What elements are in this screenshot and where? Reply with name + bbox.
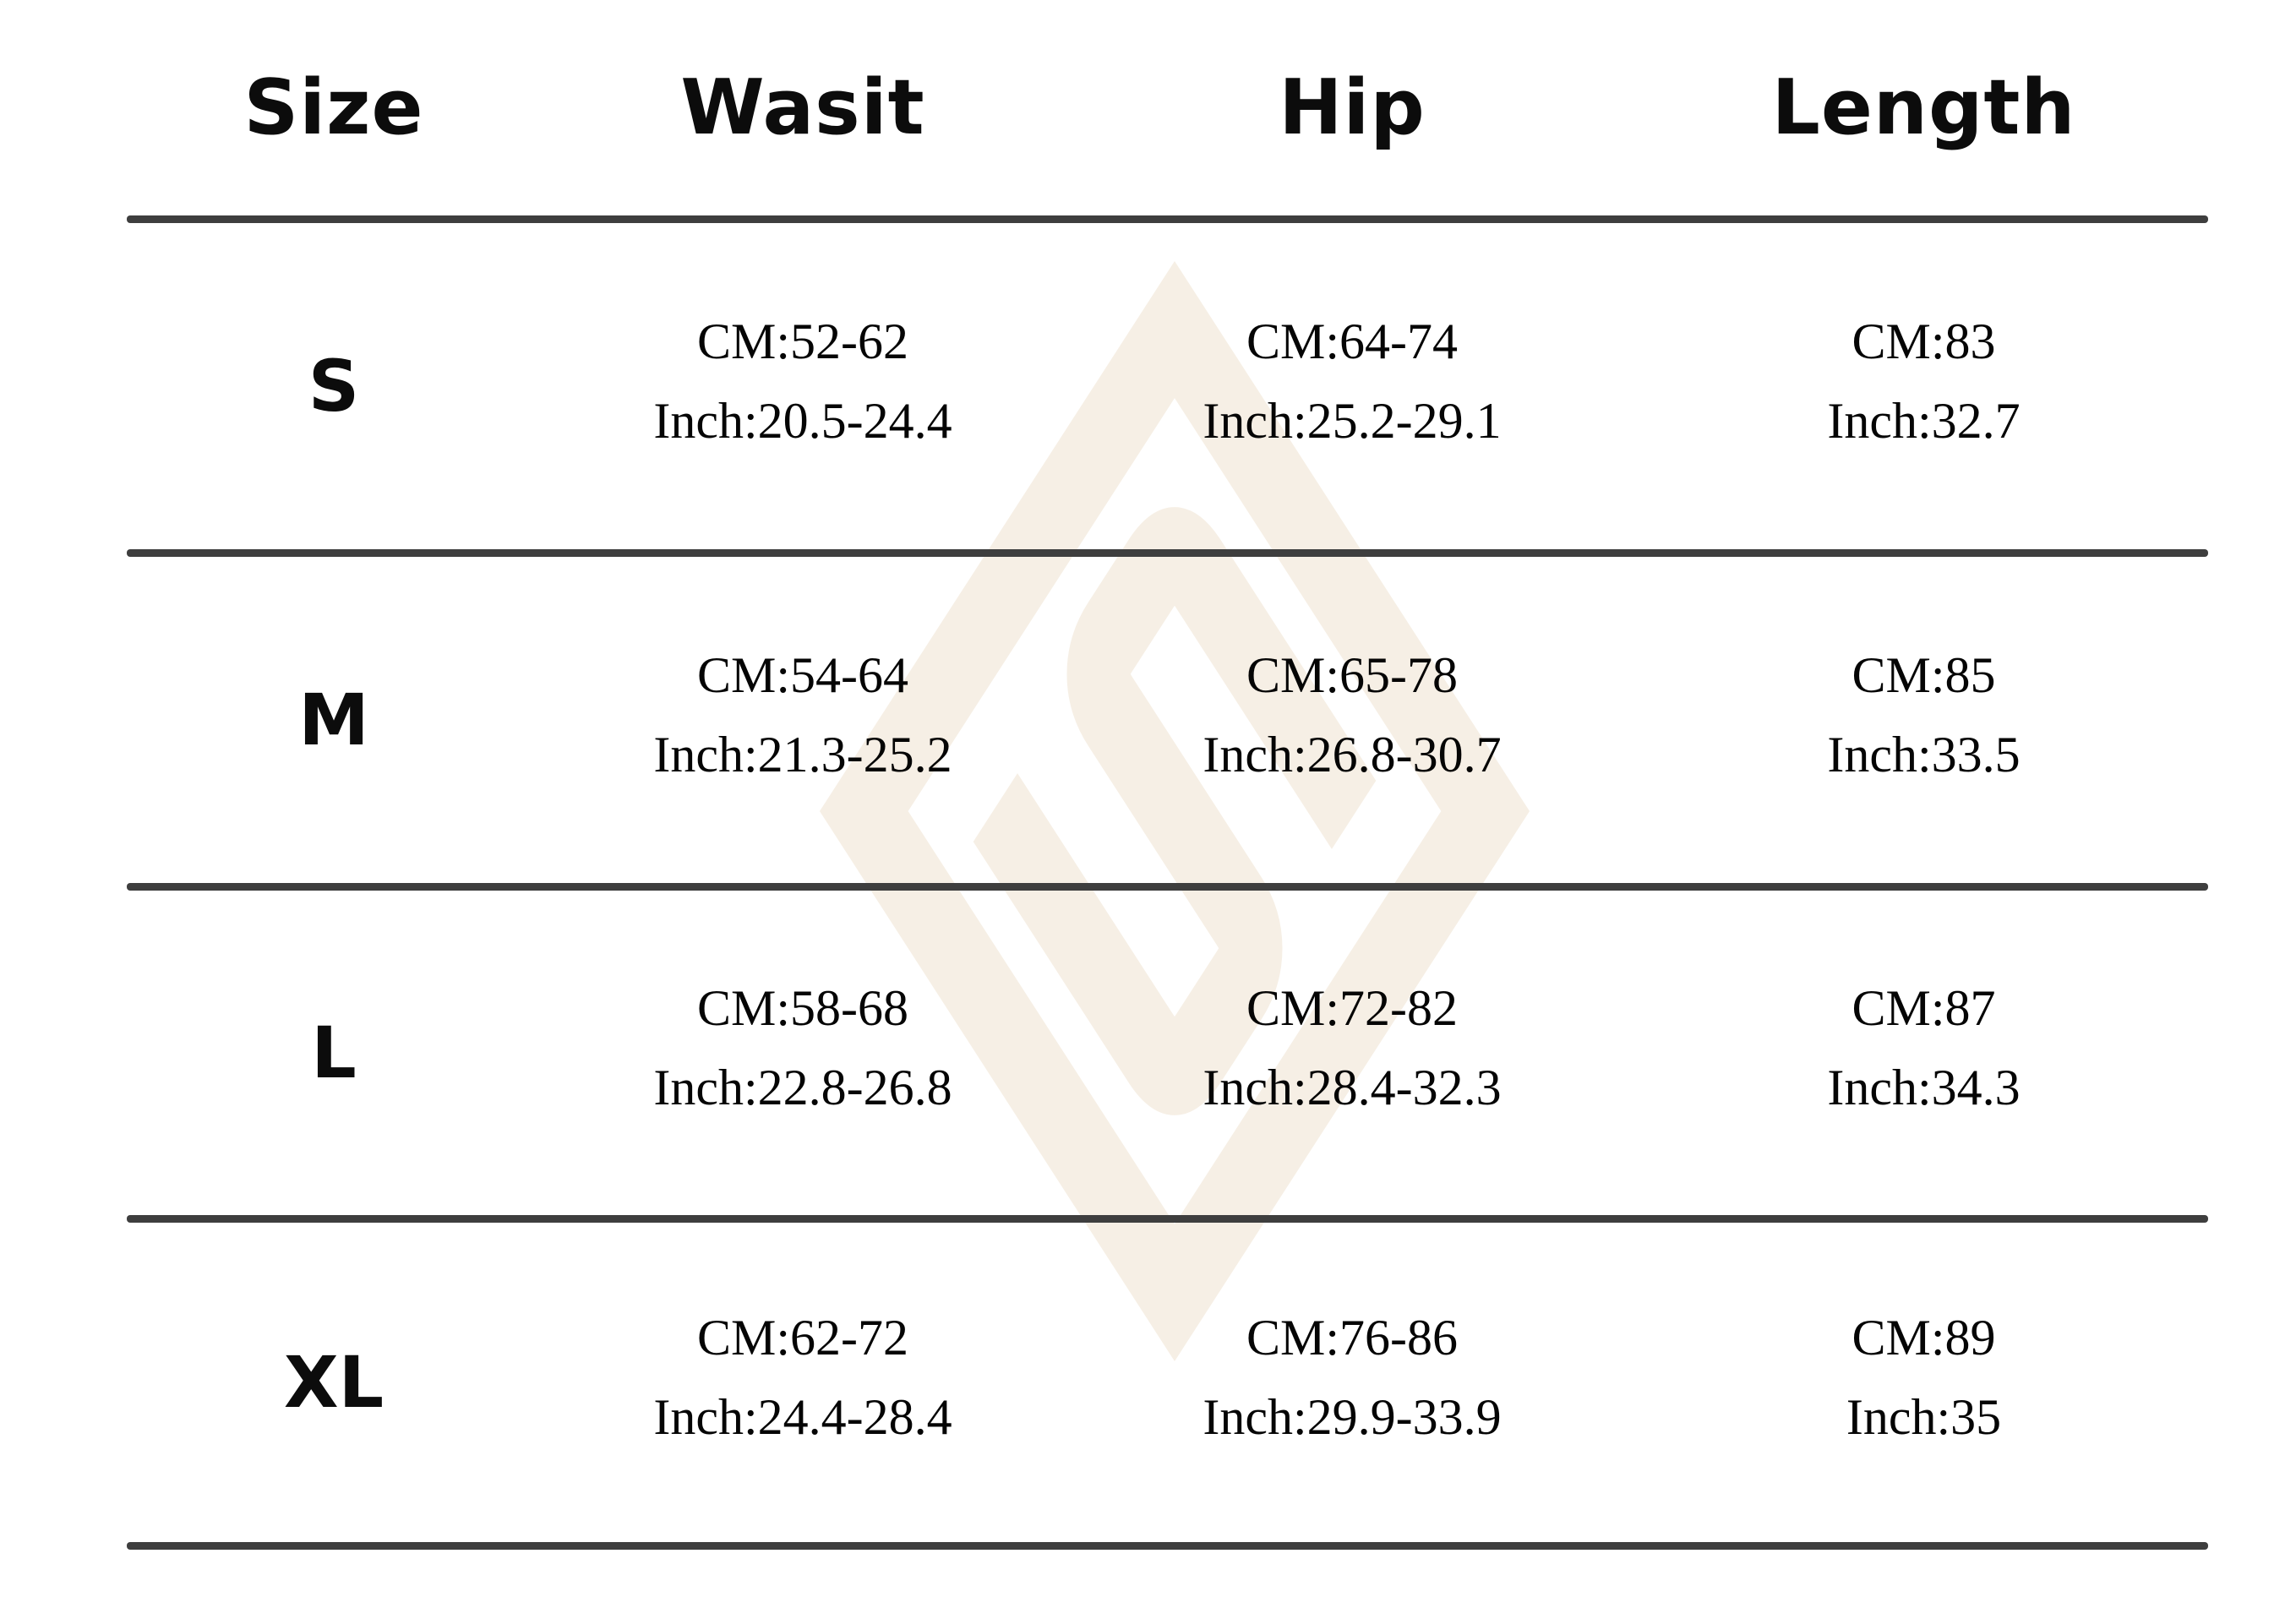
- waist-inch-value: Inch:22.8-26.8: [653, 1060, 952, 1115]
- row-size-label: M: [298, 679, 369, 761]
- waist-inch-value: Inch:24.4-28.4: [653, 1389, 952, 1445]
- length-inch-value: Inch:32.7: [1827, 393, 2021, 449]
- hip-inch-value: Inch:29.9-33.9: [1203, 1389, 1502, 1445]
- length-cm-value: CM:83: [1852, 313, 1996, 369]
- row-size-label: XL: [283, 1341, 384, 1424]
- waist-cm-value: CM:58-68: [696, 980, 909, 1036]
- length-cm-value: CM:87: [1852, 980, 1996, 1036]
- table-row: L CM:58-68 Inch:22.8-26.8 CM:72-82 Inch:…: [127, 891, 2208, 1215]
- waist-cell: CM:58-68 Inch:22.8-26.8: [541, 968, 1065, 1127]
- waist-cm-value: CM:54-64: [696, 647, 909, 703]
- length-cell: CM:85 Inch:33.5: [1639, 635, 2208, 794]
- waist-inch-value: Inch:21.3-25.2: [653, 727, 952, 782]
- waist-cell: CM:62-72 Inch:24.4-28.4: [541, 1298, 1065, 1457]
- table-rule: [127, 215, 2208, 223]
- length-cell: CM:89 Inch:35: [1639, 1298, 2208, 1457]
- row-size-label: S: [308, 345, 360, 428]
- table-row: M CM:54-64 Inch:21.3-25.2 CM:65-78 Inch:…: [127, 557, 2208, 883]
- table-row: S CM:52-62 Inch:20.5-24.4 CM:64-74 Inch:…: [127, 223, 2208, 549]
- table-header-row: Size Wasit Hip Length: [127, 0, 2208, 215]
- length-cm-value: CM:89: [1852, 1310, 1996, 1365]
- column-header-length: Length: [1771, 63, 2076, 152]
- hip-inch-value: Inch:25.2-29.1: [1203, 393, 1502, 449]
- length-cell: CM:87 Inch:34.3: [1639, 968, 2208, 1127]
- table-rule: [127, 1215, 2208, 1223]
- waist-cell: CM:52-62 Inch:20.5-24.4: [541, 302, 1065, 461]
- column-header-size: Size: [243, 63, 424, 152]
- waist-inch-value: Inch:20.5-24.4: [653, 393, 952, 449]
- hip-inch-value: Inch:26.8-30.7: [1203, 727, 1502, 782]
- row-size-label: L: [311, 1011, 357, 1094]
- hip-cell: CM:72-82 Inch:28.4-32.3: [1065, 968, 1639, 1127]
- hip-cell: CM:64-74 Inch:25.2-29.1: [1065, 302, 1639, 461]
- hip-inch-value: Inch:28.4-32.3: [1203, 1060, 1502, 1115]
- length-inch-value: Inch:34.3: [1827, 1060, 2021, 1115]
- length-inch-value: Inch:33.5: [1827, 727, 2021, 782]
- column-header-waist: Wasit: [680, 63, 925, 152]
- waist-cm-value: CM:62-72: [696, 1310, 909, 1365]
- waist-cell: CM:54-64 Inch:21.3-25.2: [541, 635, 1065, 794]
- length-cm-value: CM:85: [1852, 647, 1996, 703]
- length-cell: CM:83 Inch:32.7: [1639, 302, 2208, 461]
- length-inch-value: Inch:35: [1846, 1389, 2002, 1445]
- waist-cm-value: CM:52-62: [696, 313, 909, 369]
- hip-cell: CM:76-86 Inch:29.9-33.9: [1065, 1298, 1639, 1457]
- hip-cm-value: CM:76-86: [1246, 1310, 1459, 1365]
- table-rule: [127, 549, 2208, 557]
- hip-cm-value: CM:72-82: [1246, 980, 1459, 1036]
- hip-cm-value: CM:65-78: [1246, 647, 1459, 703]
- hip-cm-value: CM:64-74: [1246, 313, 1459, 369]
- table-rule: [127, 883, 2208, 891]
- table-rule: [127, 1542, 2208, 1550]
- table-row: XL CM:62-72 Inch:24.4-28.4 CM:76-86 Inch…: [127, 1223, 2208, 1542]
- column-header-hip: Hip: [1279, 63, 1426, 152]
- hip-cell: CM:65-78 Inch:26.8-30.7: [1065, 635, 1639, 794]
